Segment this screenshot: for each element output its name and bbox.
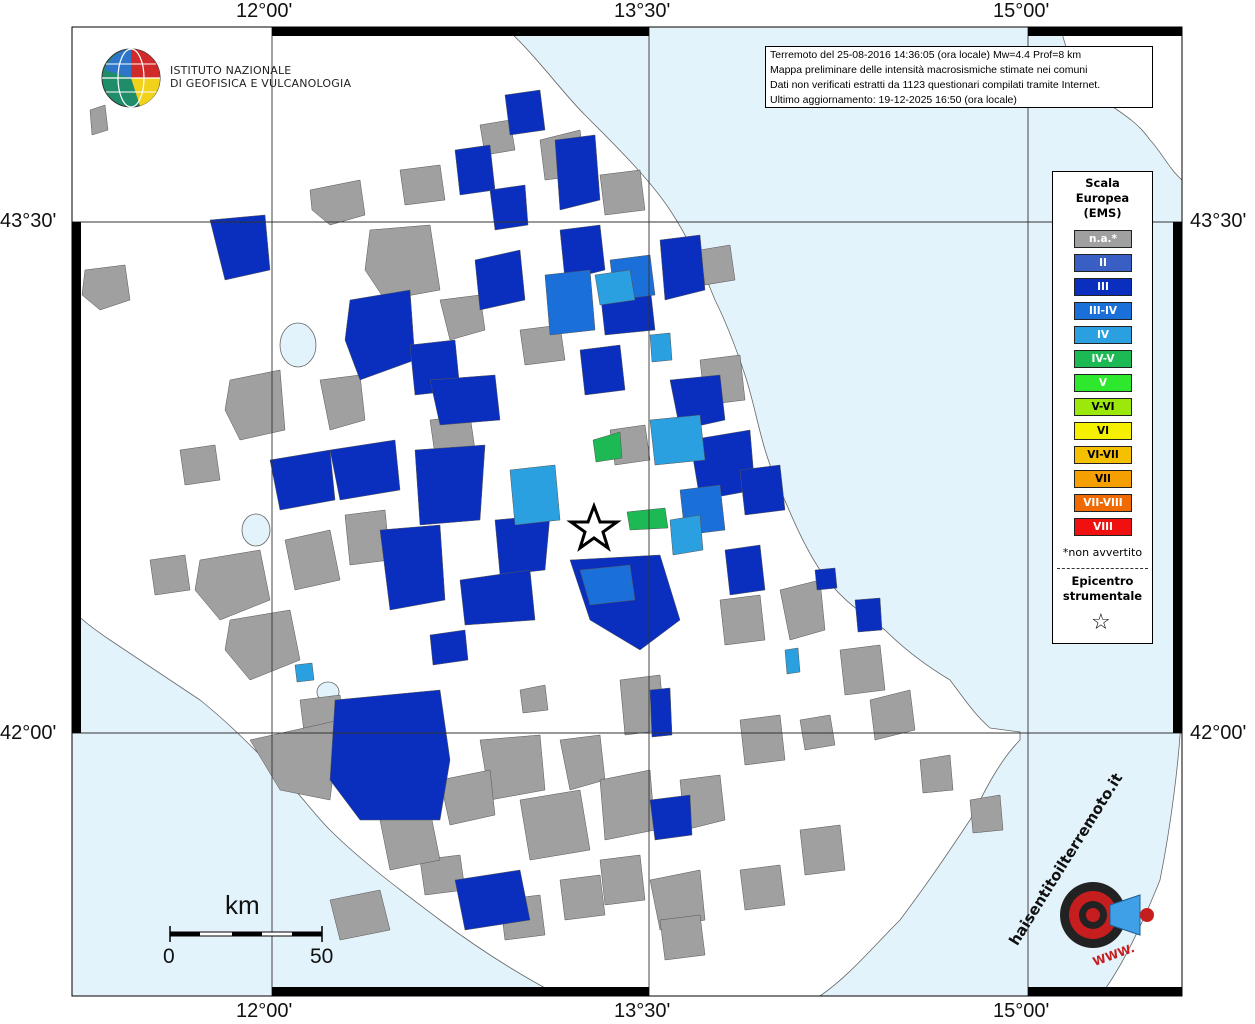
logo-line-1: ISTITUTO NAZIONALE <box>170 64 292 77</box>
legend-swatch-7: V-VI <box>1074 398 1132 416</box>
legend-swatch-11: VII-VIII <box>1074 494 1132 512</box>
tick-left-42: 42°00' <box>0 722 57 744</box>
legend-divider <box>1057 568 1148 569</box>
legend-swatch-2: III <box>1074 278 1132 296</box>
legend-swatch-10: VII <box>1074 470 1132 488</box>
epicentre-title-2: strumentale <box>1062 589 1143 603</box>
legend-swatch-12: VIII <box>1074 518 1132 536</box>
legend-title-1: Scala <box>1085 176 1120 190</box>
tick-bottom-15: 15°00' <box>993 1000 1050 1022</box>
municipalities-ems45 <box>592 431 669 531</box>
tick-right-4330: 43°30' <box>1190 210 1247 232</box>
ingv-logo-text: ISTITUTO NAZIONALE DI GEOFISICA E VULCAN… <box>170 64 351 90</box>
lake-trasimeno <box>279 322 317 368</box>
info-line-3: Dati non verificati estratti da 1123 que… <box>770 79 1101 91</box>
tick-bottom-1330: 13°30' <box>614 1000 671 1022</box>
municipalities-ems3 <box>209 89 883 931</box>
municipalities-ems4 <box>294 269 801 683</box>
graticule <box>72 27 1182 996</box>
legend-swatch-8: VI <box>1074 422 1132 440</box>
info-line-2: Mappa preliminare delle intensità macros… <box>770 64 1088 76</box>
tick-right-42: 42°00' <box>1190 722 1247 744</box>
scale-start: 0 <box>163 945 175 968</box>
epicentre-title-1: Epicentro <box>1071 574 1134 588</box>
tick-top-12: 12°00' <box>236 0 293 22</box>
land-east <box>1099 699 1183 997</box>
legend-swatch-0: n.a.* <box>1074 230 1132 248</box>
scale-bar <box>169 926 323 942</box>
globe-icon <box>101 48 161 108</box>
info-line-4: Ultimo aggiornamento: 19-12-2025 16:50 (… <box>770 94 1017 106</box>
epicentre-legend-star-icon: ☆ <box>1091 610 1111 635</box>
epicentre-star <box>566 501 622 552</box>
legend-title-2: Europea <box>1075 191 1130 205</box>
legend-swatch-6: V <box>1074 374 1132 392</box>
tick-top-1330: 13°30' <box>614 0 671 22</box>
legend-swatch-3: III-IV <box>1074 302 1132 320</box>
legend-swatch-4: IV <box>1074 326 1132 344</box>
event-info-box: Terremoto del 25-08-2016 14:36:05 (ora l… <box>765 46 1153 108</box>
legend-title-3: (EMS) <box>1083 206 1122 220</box>
scale-unit: km <box>225 890 260 920</box>
legend-note: *non avvertito <box>1062 546 1143 559</box>
scale-end: 50 <box>310 945 334 968</box>
logo-line-2: DI GEOFISICA E VULCANOLOGIA <box>170 77 352 90</box>
lake-bolsena <box>241 513 271 547</box>
tick-bottom-12: 12°00' <box>236 1000 293 1022</box>
tick-top-15: 15°00' <box>993 0 1050 22</box>
epicentre-legend-title: Epicentro strumentale <box>1053 574 1152 604</box>
legend-swatch-1: II <box>1074 254 1132 272</box>
frame-bars <box>72 27 1182 996</box>
tick-left-4330: 43°30' <box>0 210 57 232</box>
legend-swatch-9: VI-VII <box>1074 446 1132 464</box>
haisentito-logo <box>1060 882 1154 948</box>
ems-legend: Scala Europea (EMS) n.a.* II III III-IV IV IV… <box>1052 171 1153 644</box>
info-line-1: Terremoto del 25-08-2016 14:36:05 (ora l… <box>770 49 1082 61</box>
legend-swatch-5: IV-V <box>1074 350 1132 368</box>
